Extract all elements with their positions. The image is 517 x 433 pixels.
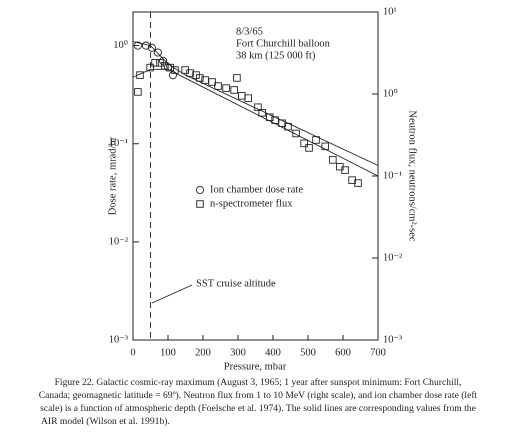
annotation: 38 km (125 000 ft) — [236, 50, 316, 61]
legend-marker — [195, 185, 205, 195]
annotation: 8/3/65 — [236, 26, 263, 37]
caption-line: scale) is a function of atmospheric dept… — [40, 403, 476, 414]
x-tick-label: 0 — [130, 347, 135, 358]
data-point — [222, 84, 230, 92]
model-line — [132, 41, 379, 166]
y2-axis-label: Neutron flux, neutrons/cm²-sec — [407, 110, 418, 241]
data-point — [134, 88, 142, 96]
y2-tick-label: 10⁻³ — [383, 334, 402, 345]
caption-line: AIR model (Wilson et al. 1991b). — [41, 416, 170, 427]
caption-line: Figure 22. Galactic cosmic-ray maximum (… — [55, 377, 462, 388]
caption-line: Canada; geomagnetic latitude = 69º). Neu… — [39, 390, 478, 401]
data-point — [146, 63, 154, 72]
x-tick-label: 200 — [195, 347, 211, 358]
x-tick-label: 100 — [160, 347, 176, 358]
y2-tick-label: 10⁻¹ — [383, 170, 402, 181]
data-point — [244, 94, 252, 102]
data-point — [192, 71, 200, 79]
x-tick-label: 700 — [370, 347, 386, 358]
annotation: Fort Churchill balloon — [236, 38, 331, 49]
model-line — [132, 68, 379, 177]
data-point — [186, 69, 194, 77]
data-point — [305, 144, 313, 152]
annotation: SST cruise altitude — [196, 278, 276, 289]
data-point — [153, 48, 162, 57]
annotation-pointer — [151, 284, 193, 304]
y2-tick-label: 10⁰ — [383, 87, 399, 99]
y2-tick-label: 10⁻² — [383, 252, 402, 263]
data-point — [133, 41, 142, 50]
y-tick-label: 10⁻² — [109, 236, 128, 247]
data-point — [300, 139, 308, 148]
legend-marker — [196, 200, 204, 208]
data-point — [238, 92, 246, 100]
y-tick-label: 10⁻¹ — [109, 138, 128, 149]
data-point — [292, 129, 300, 138]
x-tick-label: 300 — [230, 347, 246, 358]
data-point — [329, 156, 337, 164]
legend-label: n-spectrometer flux — [210, 198, 293, 209]
y-axis-label: Dose rate, mrad/hr — [107, 136, 118, 215]
x-tick-label: 600 — [335, 347, 351, 358]
data-point — [196, 74, 204, 82]
y-tick-label: 10⁰ — [113, 39, 129, 51]
y-tick-label: 10⁻³ — [109, 334, 128, 345]
y2-tick-label: 10¹ — [383, 6, 397, 17]
data-point — [354, 179, 362, 187]
data-point — [214, 82, 222, 90]
x-tick-label: 500 — [300, 347, 316, 358]
data-point — [230, 86, 238, 94]
legend-label: Ion chamber dose rate — [210, 184, 303, 195]
data-point — [208, 78, 216, 86]
data-point — [233, 74, 241, 82]
x-tick-label: 400 — [265, 347, 281, 358]
data-point — [147, 43, 156, 52]
data-point — [341, 166, 349, 174]
x-axis-label: Pressure, mbar — [224, 361, 287, 372]
data-point — [151, 59, 159, 67]
